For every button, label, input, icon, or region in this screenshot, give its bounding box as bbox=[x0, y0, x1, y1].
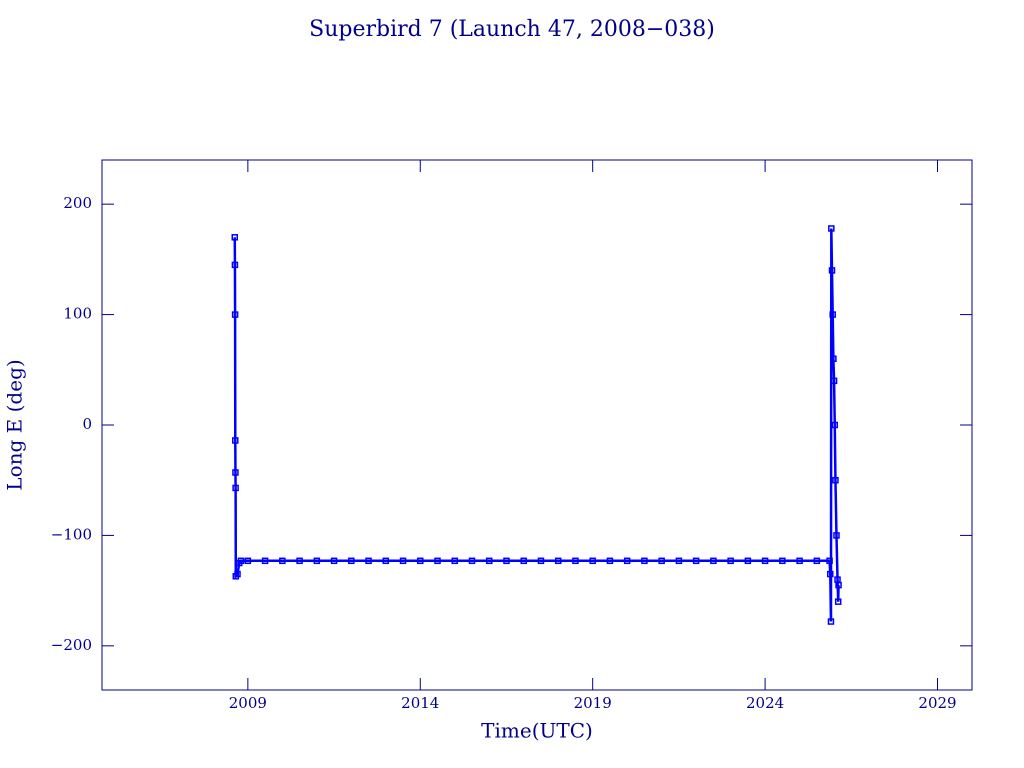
y-tick-label: −100 bbox=[51, 525, 92, 543]
data-point bbox=[468, 557, 476, 565]
data-point bbox=[828, 225, 835, 232]
data-line bbox=[233, 228, 840, 622]
data-point bbox=[833, 532, 840, 539]
data-point bbox=[313, 557, 321, 565]
data-point bbox=[365, 557, 372, 565]
data-point bbox=[348, 557, 355, 565]
data-point bbox=[589, 557, 596, 565]
data-point bbox=[623, 557, 631, 565]
y-tick-label: 200 bbox=[63, 194, 92, 212]
data-point bbox=[261, 557, 269, 565]
data-point bbox=[835, 581, 842, 589]
data-point bbox=[744, 557, 752, 565]
data-point bbox=[830, 355, 837, 362]
data-point bbox=[231, 234, 239, 241]
y-tick-label: 0 bbox=[82, 415, 92, 433]
data-point bbox=[827, 618, 835, 625]
x-axis-title: Time(UTC) bbox=[481, 719, 593, 743]
data-point bbox=[606, 557, 614, 565]
data-point bbox=[554, 557, 562, 565]
data-point bbox=[434, 557, 441, 565]
data-point bbox=[296, 557, 303, 565]
data-point bbox=[503, 557, 510, 565]
data-point bbox=[485, 557, 493, 565]
data-point bbox=[399, 557, 407, 565]
data-point bbox=[451, 557, 459, 565]
data-point bbox=[831, 421, 839, 429]
data-point bbox=[537, 557, 545, 565]
data-point bbox=[234, 570, 241, 578]
data-point bbox=[830, 377, 838, 385]
data-point bbox=[779, 557, 786, 565]
data-point bbox=[828, 267, 836, 274]
data-point bbox=[417, 557, 424, 565]
data-point bbox=[827, 570, 834, 578]
data-point bbox=[675, 557, 683, 565]
data-point bbox=[572, 557, 579, 565]
x-tick-label: 2014 bbox=[401, 694, 439, 712]
y-axis-title: Long E (deg) bbox=[3, 359, 27, 490]
data-point bbox=[658, 557, 665, 565]
x-tick-label: 2019 bbox=[574, 694, 612, 712]
data-point bbox=[237, 557, 245, 565]
x-tick-label: 2029 bbox=[918, 694, 956, 712]
chart-title: Superbird 7 (Launch 47, 2008−038) bbox=[309, 17, 715, 42]
data-point bbox=[829, 311, 836, 318]
x-tick-label: 2024 bbox=[746, 694, 784, 712]
y-tick-label: −200 bbox=[51, 636, 92, 654]
x-tick-label: 2009 bbox=[229, 694, 267, 712]
data-point bbox=[244, 557, 252, 565]
data-point bbox=[232, 437, 239, 444]
data-point bbox=[826, 557, 833, 565]
data-point bbox=[231, 311, 239, 318]
data-point bbox=[641, 557, 648, 565]
y-tick-label: 100 bbox=[63, 305, 92, 323]
data-point bbox=[231, 261, 239, 269]
data-point bbox=[727, 557, 734, 565]
data-point bbox=[232, 484, 239, 492]
data-point bbox=[279, 557, 286, 565]
data-point bbox=[761, 557, 769, 565]
data-point bbox=[330, 557, 338, 565]
data-point bbox=[710, 557, 717, 565]
data-point bbox=[834, 598, 842, 605]
data-point bbox=[832, 476, 839, 484]
data-point bbox=[232, 469, 239, 476]
data-point bbox=[520, 557, 527, 565]
data-point bbox=[796, 557, 803, 565]
data-point bbox=[382, 557, 390, 565]
data-point bbox=[692, 557, 700, 565]
data-point bbox=[813, 557, 821, 565]
